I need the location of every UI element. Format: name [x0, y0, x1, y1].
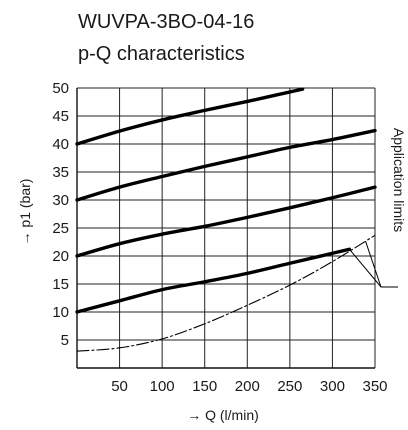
- y-tick-label: 45: [52, 108, 69, 125]
- pressure-curve-4: [75, 87, 305, 146]
- y-tick-label: 15: [52, 276, 69, 293]
- annotation-label: Application limits: [391, 128, 407, 232]
- x-tick-label: 250: [277, 378, 302, 395]
- tick-labels: 50 100 150 200 250 300 350 5 10 15 20 25 30 35 40 45 50: [52, 80, 387, 395]
- pressure-curve-1: [75, 247, 352, 314]
- annotation-leader-line: [365, 241, 382, 288]
- y-tick-label: 10: [52, 304, 69, 321]
- x-tick-label: 350: [362, 378, 387, 395]
- y-tick-label: 50: [52, 80, 69, 97]
- y-tick-label: 35: [52, 164, 69, 181]
- x-axis-title: → Q (l/min): [187, 407, 259, 423]
- curve-layer: [75, 87, 377, 352]
- x-tick-label: 150: [192, 378, 217, 395]
- pressure-curve-3: [75, 128, 377, 202]
- chart-title: WUVPA-3BO-04-16: [78, 11, 254, 33]
- x-tick-label: 50: [111, 378, 128, 395]
- pressure-curve-2: [75, 185, 377, 258]
- x-tick-label: 100: [150, 378, 175, 395]
- y-axis-title: → p1 (bar): [17, 179, 33, 246]
- application-limit-curve: [76, 234, 376, 352]
- annotation-leader-line: [349, 248, 398, 288]
- y-tick-label: 40: [52, 136, 69, 153]
- y-tick-label: 30: [52, 192, 69, 209]
- x-tick-label: 200: [235, 378, 260, 395]
- x-tick-label: 300: [320, 378, 345, 395]
- y-tick-label: 25: [52, 220, 69, 237]
- y-tick-label: 5: [61, 332, 69, 349]
- chart-subtitle: p-Q characteristics: [78, 43, 245, 65]
- y-tick-label: 20: [52, 248, 69, 265]
- annotation-layer: [349, 241, 398, 288]
